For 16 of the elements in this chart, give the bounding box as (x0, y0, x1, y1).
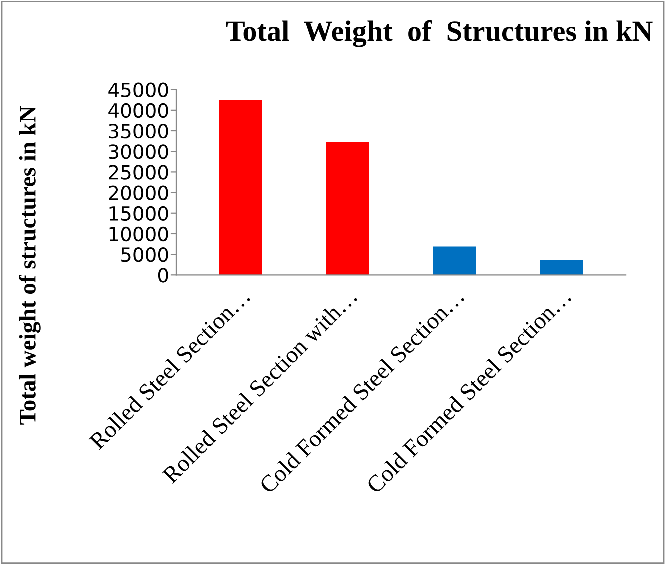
y-tick-label: 40000 (108, 103, 168, 118)
bar (219, 100, 262, 276)
y-tick-label: 45000 (108, 82, 168, 98)
y-tick-label: 20000 (109, 186, 168, 200)
y-tick-label: 5000 (122, 248, 168, 262)
y-tick-label: 25000 (109, 165, 168, 180)
y-axis-title: Total weight of structures in kN (19, 106, 41, 425)
y-tick-label: 15000 (110, 206, 168, 222)
y-tick-label: 0 (158, 268, 168, 283)
chart-title: Total Weight of Structures in kN (226, 20, 653, 48)
y-tick-label: 30000 (109, 144, 168, 160)
bar (433, 246, 476, 276)
bar (540, 260, 584, 276)
y-tick-label: 35000 (109, 124, 168, 139)
bar (326, 142, 370, 276)
y-tick-label: 10000 (110, 226, 168, 242)
